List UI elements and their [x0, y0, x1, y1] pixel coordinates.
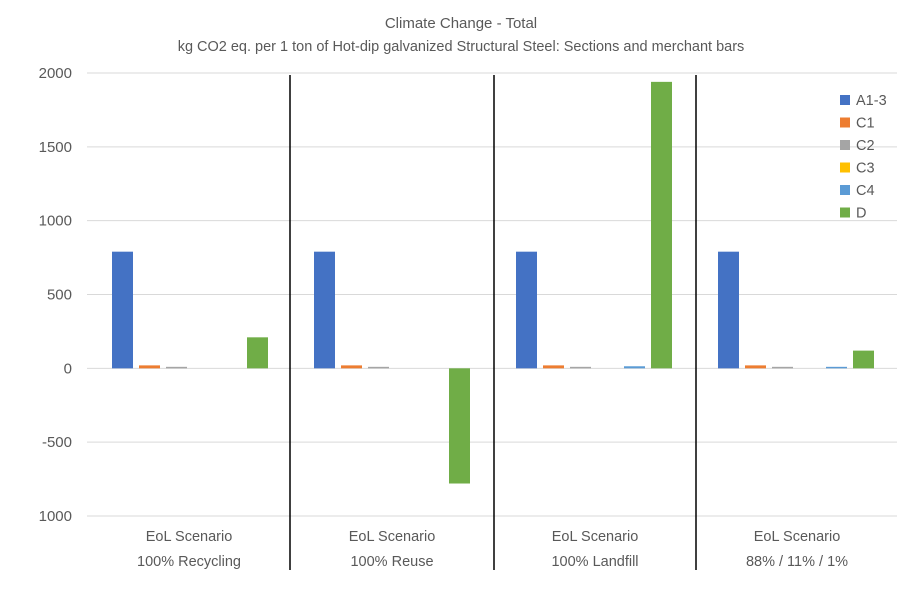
bar-a1-3-2: [314, 251, 335, 369]
category-label-line1: EoL Scenario: [146, 529, 233, 545]
bar-d-3: [651, 81, 672, 369]
bar-a1-3-1: [112, 251, 133, 369]
legend: A1-3 C1 C2 C3 C4 D: [840, 93, 887, 222]
bar-c2-1: [166, 366, 187, 369]
category-label-line1: EoL Scenario: [349, 529, 436, 545]
legend-swatch-d: [840, 207, 850, 218]
bar-c1-4: [745, 365, 766, 369]
category-label-line1: EoL Scenario: [754, 529, 841, 545]
category-label-line2: 100% Reuse: [350, 554, 433, 570]
bar-c2-2: [368, 366, 389, 369]
bar-c2-3: [570, 366, 591, 369]
y-tick-label: 1000: [39, 508, 72, 525]
y-axis-ticks: 2000 1500 1000 500 0 -500 1000: [39, 65, 72, 525]
chart-title: Climate Change - Total: [385, 15, 537, 32]
bar-c1-3: [543, 365, 564, 369]
legend-label-c2: C2: [856, 138, 875, 154]
bars-layer: [112, 81, 874, 484]
bar-c4-4: [826, 366, 847, 369]
bar-d-1: [247, 337, 268, 369]
bar-d-2: [449, 368, 470, 484]
y-tick-label: 1000: [39, 213, 72, 230]
category-label-line2: 100% Landfill: [551, 554, 638, 570]
bar-c2-4: [772, 366, 793, 369]
legend-swatch-c2: [840, 140, 850, 150]
legend-label-c1: C1: [856, 116, 875, 132]
y-tick-label: 1500: [39, 139, 72, 156]
y-tick-label: -500: [42, 434, 72, 451]
legend-swatch-c1: [840, 117, 850, 128]
legend-swatch-c3: [840, 162, 850, 173]
y-tick-label: 2000: [39, 65, 72, 82]
y-tick-label: 500: [47, 287, 72, 304]
legend-swatch-a1-3: [840, 95, 850, 105]
category-labels: EoL Scenario 100% Recycling EoL Scenario 10…: [137, 529, 848, 570]
legend-label-c4: C4: [856, 183, 875, 199]
grid-layer: [87, 72, 897, 517]
chart-subtitle: kg CO2 eq. per 1 ton of Hot-dip galvaniz…: [178, 39, 745, 55]
legend-label-a1-3: A1-3: [856, 93, 887, 109]
category-label-line1: EoL Scenario: [552, 529, 639, 545]
bar-a1-3-4: [718, 251, 739, 369]
y-tick-label: 0: [64, 360, 72, 377]
scenario-dividers: [289, 75, 697, 570]
legend-label-c3: C3: [856, 161, 875, 177]
bar-d-4: [853, 350, 874, 369]
category-label-line2: 88% / 11% / 1%: [746, 554, 848, 570]
bar-c1-2: [341, 365, 362, 369]
category-label-line2: 100% Recycling: [137, 554, 241, 570]
legend-swatch-c4: [840, 185, 850, 195]
bar-a1-3-3: [516, 251, 537, 369]
bar-c1-1: [139, 365, 160, 369]
bar-c4-3: [624, 366, 645, 369]
legend-label-d: D: [856, 206, 866, 222]
